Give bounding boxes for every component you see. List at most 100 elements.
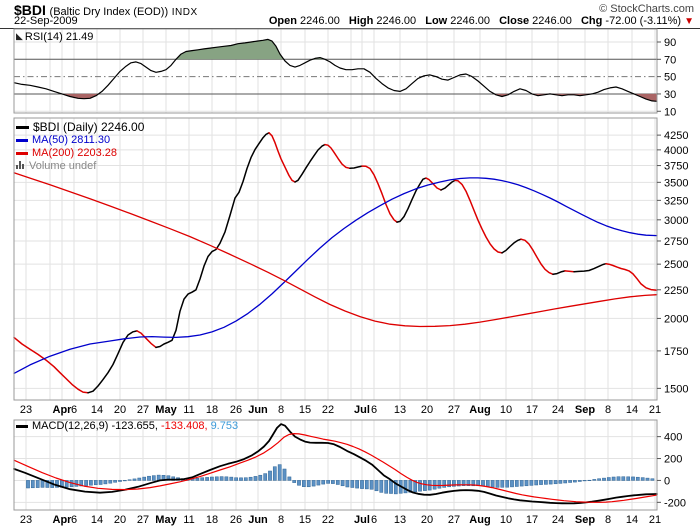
ma200-line-swatch (16, 151, 28, 155)
macd-legend: MACD(12,26,9) -123.655, -133.408, 9.753 (16, 420, 238, 432)
x-axis-label: 15 (299, 404, 311, 416)
macd-line-swatch (16, 424, 28, 428)
y-axis-label: 4250 (664, 130, 688, 142)
x-axis-label: Aug (469, 514, 490, 526)
x-axis-label: 21 (649, 404, 661, 416)
x-axis-label: 14 (91, 404, 103, 416)
y-axis-label: 0 (664, 475, 670, 487)
y-axis-label: 30 (664, 89, 676, 101)
x-axis-label: 8 (605, 514, 611, 526)
symbol-header: $BDI (Baltic Dry Index (EOD)) INDX (14, 2, 198, 18)
x-axis-label: Apr (53, 514, 73, 526)
x-axis-label: 20 (114, 514, 126, 526)
low-value: 2246.00 (450, 15, 491, 27)
x-axis-label: Aug (469, 404, 490, 416)
y-axis-label: 2500 (664, 259, 688, 271)
y-axis-label: 2750 (664, 236, 688, 248)
x-axis-label: 20 (114, 404, 126, 416)
y-axis-label: 3250 (664, 195, 688, 207)
y-axis-label: 10 (664, 106, 676, 118)
x-axis-label: 13 (394, 514, 406, 526)
x-axis-label: 24 (552, 514, 564, 526)
x-axis-label: 18 (206, 404, 218, 416)
down-arrow-icon: ▼ (684, 16, 694, 27)
ticker-symbol: $BDI (14, 2, 46, 18)
exchange-label: INDX (171, 7, 198, 18)
x-axis-label: Jun (248, 404, 268, 416)
macd-legend-value1: MACD(12,26,9) -123.655, (32, 420, 158, 432)
price-legend-text: $BDI (Daily) 2246.00 (33, 120, 145, 134)
y-axis-label: 90 (664, 37, 676, 49)
ohlc-quote-row: Open 2246.00 High 2246.00 Low 2246.00 Cl… (263, 15, 694, 27)
high-label: High (348, 15, 374, 27)
x-axis-label: 26 (230, 404, 242, 416)
open-label: Open (268, 15, 297, 27)
x-axis-label: 22 (322, 404, 334, 416)
x-axis-label: 15 (299, 514, 311, 526)
x-axis-label: 21 (649, 514, 661, 526)
rsi-legend: ◣ RSI(14) 21.49 (16, 31, 93, 43)
volume-legend-text: Volume undef (29, 160, 97, 172)
close-value: 2246.00 (532, 15, 572, 27)
open-value: 2246.00 (300, 15, 340, 27)
x-axis-label: 11 (183, 514, 194, 526)
x-axis-label: 13 (394, 404, 406, 416)
x-axis-label: May (155, 404, 177, 416)
x-axis-label: Jul (354, 404, 370, 416)
y-axis-label: 2000 (664, 313, 688, 325)
x-axis-label: 23 (20, 404, 32, 416)
copyright-notice: © StockCharts.com (599, 3, 694, 15)
x-axis-label: 6 (371, 514, 377, 526)
x-axis-label: Sep (575, 514, 595, 526)
y-axis-label: 1500 (664, 383, 688, 395)
x-axis-label: 27 (448, 514, 460, 526)
rsi-legend-text: RSI(14) 21.49 (24, 31, 94, 43)
x-axis-label: 8 (278, 404, 284, 416)
ma50-legend-text: MA(50) 2811.30 (32, 134, 111, 146)
chg-value: -72.00 (-3.11%) (605, 15, 682, 27)
x-axis-label: Jun (248, 514, 268, 526)
x-axis-label: Jul (354, 514, 370, 526)
x-axis-label: 23 (20, 514, 32, 526)
y-axis-label: 3500 (664, 177, 688, 189)
x-axis-label: 10 (500, 514, 512, 526)
chg-label: Chg (580, 15, 603, 27)
macd-legend-value3: 9.753 (210, 420, 239, 432)
x-axis-label: 6 (71, 514, 77, 526)
x-axis-label: 14 (91, 514, 103, 526)
x-axis-label: 14 (626, 404, 638, 416)
y-axis-label: 2250 (664, 285, 688, 297)
y-axis-label: -200 (664, 497, 686, 509)
y-axis-label: 50 (664, 72, 676, 84)
macd-legend-value2: -133.408, (161, 420, 208, 432)
x-axis-label: 8 (278, 514, 284, 526)
x-axis-label: 27 (448, 404, 460, 416)
y-axis-label: 3000 (664, 215, 688, 227)
x-axis-label: 20 (421, 404, 433, 416)
y-axis-label: 200 (664, 454, 682, 466)
x-axis-label: May (155, 514, 177, 526)
x-axis-label: 20 (421, 514, 433, 526)
y-axis-label: 400 (664, 432, 682, 444)
indicator-icon: ◣ (16, 31, 23, 41)
x-axis-label: 17 (526, 404, 538, 416)
close-label: Close (499, 15, 530, 27)
x-axis-label: 17 (526, 514, 538, 526)
x-axis-label: 18 (206, 514, 218, 526)
x-axis-label: 8 (605, 404, 611, 416)
chart-date: 22-Sep-2009 (14, 15, 78, 27)
x-axis-label: 11 (183, 404, 194, 416)
x-axis-label: 27 (137, 404, 149, 416)
ma200-legend-text: MA(200) 2203.28 (32, 147, 117, 159)
y-axis-label: 4000 (664, 145, 688, 157)
x-axis-label: 6 (371, 404, 377, 416)
x-axis-label: 27 (137, 514, 149, 526)
x-axis-label: Sep (575, 404, 595, 416)
x-axis-label: 26 (230, 514, 242, 526)
x-axis-label: 10 (500, 404, 512, 416)
x-axis-label: Apr (53, 404, 73, 416)
y-axis-label: 1750 (664, 346, 688, 358)
high-value: 2246.00 (376, 15, 417, 27)
